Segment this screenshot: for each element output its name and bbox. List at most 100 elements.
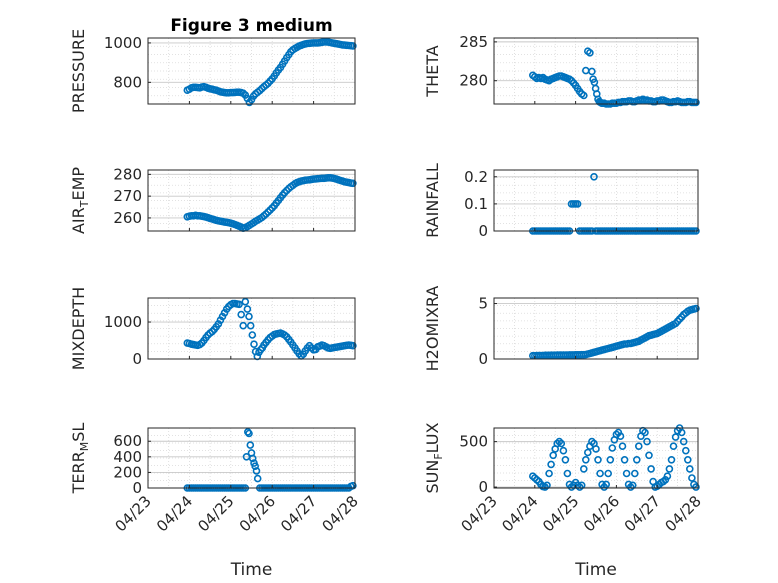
data-point xyxy=(602,480,611,489)
data-point xyxy=(665,465,674,473)
x-tick-label: 04/24 xyxy=(153,492,196,535)
data-point xyxy=(692,98,700,107)
y-tick-label: 270 xyxy=(113,187,142,205)
y-axis-label: AIRTEMP xyxy=(69,167,91,234)
y-axis-label: PRESSURE xyxy=(69,29,88,113)
data-point xyxy=(253,474,262,483)
x-tick-label: 04/23 xyxy=(458,492,501,535)
data-point xyxy=(622,469,631,478)
data-point xyxy=(349,42,357,50)
data-point xyxy=(667,455,676,464)
data-point xyxy=(643,437,651,446)
y-tick-label: 280 xyxy=(113,165,142,183)
y-tick-label: 0 xyxy=(478,350,488,368)
y-tick-label: 200 xyxy=(113,463,142,481)
data-point xyxy=(594,455,602,464)
y-tick-label: 1000 xyxy=(104,34,142,52)
x-tick-label: 04/26 xyxy=(580,492,623,535)
figure-title: Figure 3 medium xyxy=(170,16,332,36)
data-point xyxy=(586,48,594,57)
y-tick-label: 285 xyxy=(459,33,488,51)
axes-box xyxy=(147,297,356,360)
series-markers xyxy=(183,297,357,361)
data-point xyxy=(614,428,623,437)
data-point xyxy=(243,94,252,103)
series-markers xyxy=(183,174,357,232)
axes-box xyxy=(493,37,699,105)
data-point xyxy=(606,455,615,464)
subplot-8: 0 500 SUNFLUX 04/2304/2404/2504/2604/2704/2… xyxy=(423,422,705,535)
data-point xyxy=(237,310,245,319)
data-point xyxy=(563,469,572,478)
subplot-4: 0 0.1 0.2 RAINFALL xyxy=(423,163,700,240)
y-axis-label: THETA xyxy=(423,45,442,97)
data-point xyxy=(608,444,617,452)
series-markers xyxy=(183,38,357,107)
y-tick-label: 600 xyxy=(113,432,142,450)
data-point xyxy=(645,451,653,460)
data-point xyxy=(616,432,625,441)
data-point xyxy=(252,467,261,475)
data-point xyxy=(239,321,247,330)
data-point xyxy=(692,483,700,491)
data-point xyxy=(592,445,600,453)
subplot-1: 800 1000 PRESSURE xyxy=(69,29,357,113)
data-point xyxy=(581,455,590,464)
axes-box xyxy=(147,37,356,105)
data-point xyxy=(248,454,257,463)
data-point xyxy=(245,429,253,438)
data-point xyxy=(573,200,582,208)
data-point xyxy=(251,462,259,471)
data-point xyxy=(349,179,357,188)
x-tick-label: 04/23 xyxy=(112,492,155,535)
data-point xyxy=(241,297,250,306)
y-tick-label: 0 xyxy=(132,350,142,368)
y-tick-label: 0.2 xyxy=(464,168,488,186)
data-point xyxy=(264,208,272,216)
data-point xyxy=(647,465,655,473)
data-point xyxy=(243,305,252,313)
y-tick-label: 0 xyxy=(478,222,488,240)
data-point xyxy=(214,320,223,328)
data-point xyxy=(561,455,570,464)
data-point xyxy=(549,451,558,460)
data-point xyxy=(579,91,588,100)
y-tick-label: 0.1 xyxy=(464,195,488,213)
y-tick-label: 500 xyxy=(459,433,488,451)
axes-box xyxy=(493,427,699,489)
y-tick-label: 0 xyxy=(478,478,488,496)
y-tick-label: 5 xyxy=(478,295,488,313)
y-axis-label: SUNFLUX xyxy=(423,422,445,493)
data-point xyxy=(604,469,613,478)
data-point xyxy=(618,442,627,451)
data-point xyxy=(692,304,700,313)
axes-box xyxy=(493,169,699,232)
x-tick-label: 04/28 xyxy=(662,492,705,535)
data-point xyxy=(641,428,649,437)
data-point xyxy=(669,442,678,451)
x-axis-label-left: Time xyxy=(230,560,273,580)
data-point xyxy=(245,312,253,321)
data-point xyxy=(681,446,690,455)
x-tick-label: 04/24 xyxy=(498,492,541,535)
y-axis-label: MIXDEPTH xyxy=(69,287,88,370)
data-point xyxy=(685,465,694,473)
data-point xyxy=(246,441,255,449)
data-point xyxy=(349,341,357,350)
data-point xyxy=(588,67,596,76)
data-point xyxy=(235,300,243,309)
subplot-6: 0 5 H2OMIXRA xyxy=(423,286,700,372)
data-point xyxy=(248,331,257,339)
y-tick-label: 260 xyxy=(113,209,142,227)
series-markers xyxy=(528,424,700,491)
grid xyxy=(148,170,355,231)
data-point xyxy=(250,340,258,349)
y-axis-label: H2OMIXRA xyxy=(423,286,442,372)
data-point xyxy=(547,460,555,469)
x-tick-label: 04/27 xyxy=(277,492,320,535)
x-tick-label: 04/25 xyxy=(539,492,582,535)
data-point xyxy=(620,455,629,464)
data-point xyxy=(545,469,553,478)
